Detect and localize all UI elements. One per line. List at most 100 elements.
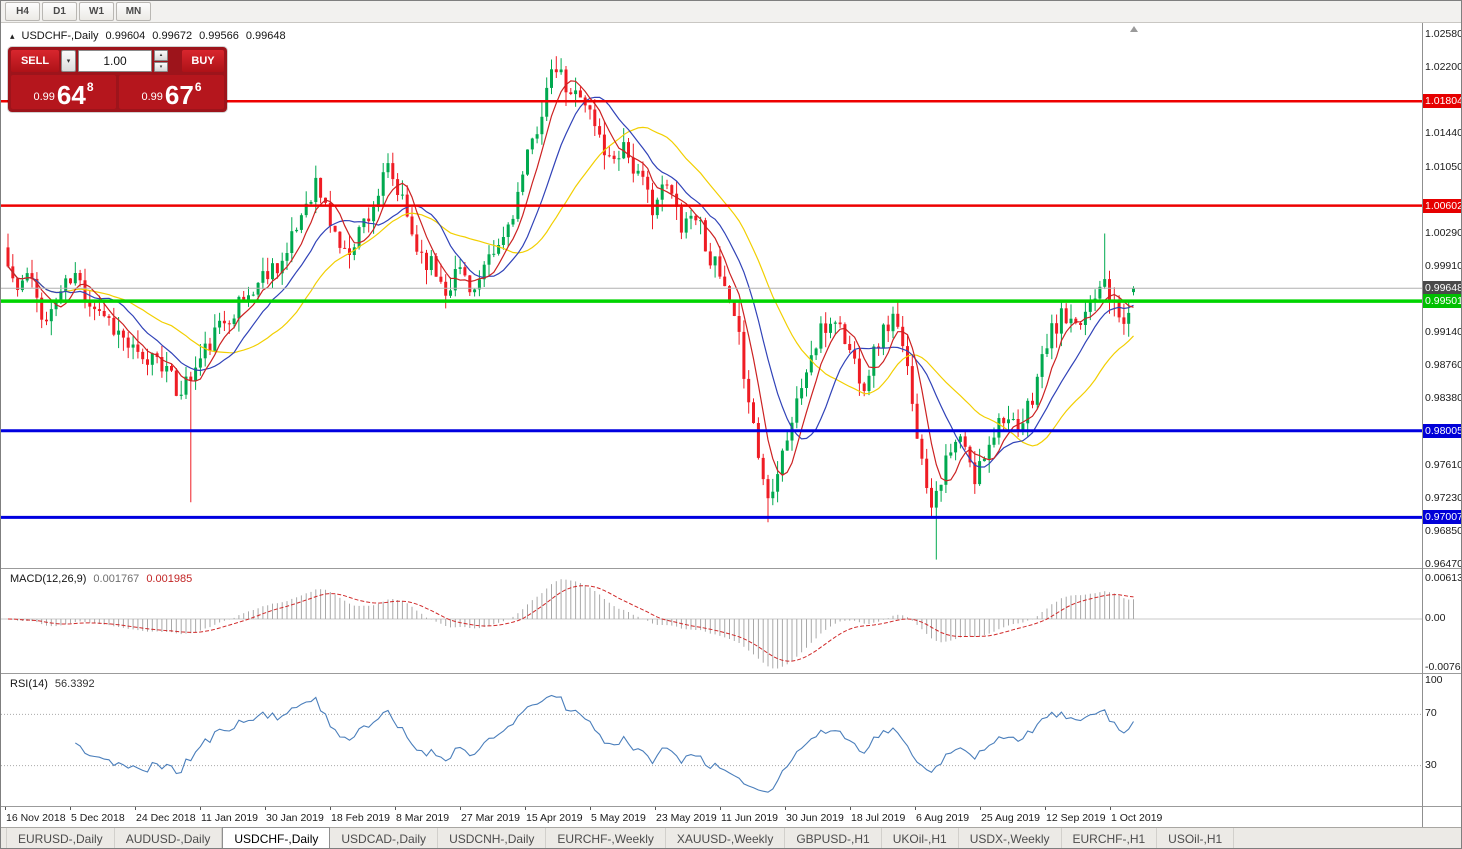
- time-axis-label: 27 Mar 2019: [461, 812, 520, 824]
- time-axis-label: 15 Apr 2019: [526, 812, 583, 824]
- sell-price-button[interactable]: 0.99 64 8: [11, 75, 116, 109]
- price-axis-marker: 0.99501: [1423, 294, 1462, 309]
- macd-value: 0.001767: [93, 573, 140, 585]
- price-axis-tick: 0.96470: [1425, 557, 1462, 570]
- chart-header: ▴ USDCHF-,Daily 0.99604 0.99672 0.99566 …: [10, 30, 286, 42]
- chart-title: USDCHF-,Daily: [21, 30, 99, 42]
- one-click-panel-toggle-icon[interactable]: ▴: [10, 30, 15, 41]
- price-axis-tick: 1.01050: [1425, 160, 1462, 173]
- rsi-axis-label: 30: [1425, 758, 1437, 771]
- chart-shift-marker: [1130, 26, 1138, 32]
- macd-signal-line: [7, 585, 1134, 662]
- timeframe-button-d1[interactable]: D1: [42, 2, 77, 21]
- time-axis-tick: [265, 807, 266, 810]
- time-axis-tick: [850, 807, 851, 810]
- chart-tab-usoil-h1[interactable]: USOil-,H1: [1157, 828, 1235, 848]
- ma-fast-line: [7, 80, 1134, 482]
- macd-axis-label: 0.00: [1425, 612, 1446, 624]
- price-axis-tick: 0.98760: [1425, 359, 1462, 372]
- time-axis-tick: [785, 807, 786, 810]
- time-axis-tick: [5, 807, 6, 810]
- ask-fraction: 6: [194, 80, 202, 94]
- chart-tab-usdchf-daily[interactable]: USDCHF-,Daily: [222, 827, 331, 848]
- ohlc-close: 0.99648: [245, 30, 286, 42]
- rsi-panel: RSI(14) 56.3392: [1, 673, 1461, 806]
- price-axis-border: [1422, 23, 1423, 827]
- chart-tab-usdx-weekly[interactable]: USDX-,Weekly: [959, 828, 1062, 848]
- price-axis-tick: 0.97230: [1425, 492, 1462, 504]
- time-axis-tick: [525, 807, 526, 810]
- chart-tab-xauusd-weekly[interactable]: XAUUSD-,Weekly: [666, 828, 786, 848]
- rsi-header: RSI(14) 56.3392: [10, 678, 95, 690]
- price-axis-tick: 0.97610: [1425, 459, 1462, 472]
- timeframe-button-h4[interactable]: H4: [5, 2, 40, 21]
- ohlc-low: 0.99566: [199, 30, 239, 42]
- rsi-value: 56.3392: [54, 678, 95, 690]
- main-chart[interactable]: [1, 23, 1422, 568]
- buy-price-button[interactable]: 0.99 67 6: [119, 75, 224, 109]
- chart-tab-audusd-daily[interactable]: AUDUSD-,Daily: [115, 828, 223, 848]
- chart-tab-eurchf-weekly[interactable]: EURCHF-,Weekly: [546, 828, 666, 848]
- time-axis: 16 Nov 2018 5 Dec 2018 24 Dec 2018 11 Jan 2…: [1, 806, 1461, 827]
- volume-dropdown-button[interactable]: ▾: [61, 50, 76, 72]
- price-axis-tick: 1.01440: [1425, 126, 1462, 139]
- timeframe-button-mn[interactable]: MN: [116, 2, 151, 21]
- time-axis-tick: [980, 807, 981, 810]
- time-axis-label: 11 Jun 2019: [721, 812, 779, 824]
- chart-tabbar: EURUSD-,Daily AUDUSD-,Daily USDCHF-,Daily U…: [1, 827, 1461, 848]
- timeframe-button-w1[interactable]: W1: [79, 2, 114, 21]
- volume-down-button[interactable]: ▾: [154, 61, 168, 72]
- price-axis-tick: 0.99140: [1425, 326, 1462, 339]
- volume-up-button[interactable]: ▴: [154, 50, 168, 61]
- time-axis-tick: [1110, 807, 1111, 810]
- chart-tab-usdcad-daily[interactable]: USDCAD-,Daily: [330, 828, 439, 848]
- time-axis-label: 16 Nov 2018: [6, 812, 66, 824]
- price-axis-tick: 0.96850: [1425, 524, 1462, 537]
- time-axis-tick: [135, 807, 136, 810]
- time-axis-label: 24 Dec 2018: [136, 812, 196, 824]
- buy-button[interactable]: BUY: [182, 50, 224, 72]
- price-axis-marker: 1.00602: [1423, 198, 1462, 213]
- chart-tab-eurusd-daily[interactable]: EURUSD-,Daily: [6, 828, 115, 848]
- chart-tab-usdcnh-daily[interactable]: USDCNH-,Daily: [438, 828, 547, 848]
- macd-panel: MACD(12,26,9) 0.001767 0.001985: [1, 568, 1461, 673]
- macd-signal-value: 0.001985: [146, 573, 193, 585]
- sell-button[interactable]: SELL: [11, 50, 59, 72]
- time-axis-label: 11 Jan 2019: [201, 812, 259, 824]
- price-axis: 1.02580 1.02200 1.01440 1.01050 1.00290 0.999…: [1423, 23, 1462, 827]
- time-axis-tick: [915, 807, 916, 810]
- time-axis-tick: [1045, 807, 1046, 810]
- bid-pips: 64: [56, 80, 86, 110]
- time-axis-tick: [395, 807, 396, 810]
- time-axis-tick: [70, 807, 71, 810]
- chart-tab-ukoil-h1[interactable]: UKOil-,H1: [882, 828, 959, 848]
- rsi-axis-label: 100: [1425, 674, 1443, 686]
- price-axis-marker: 0.97007: [1423, 510, 1462, 525]
- macd-chart[interactable]: [1, 569, 1422, 673]
- chart-tab-gbpusd-h1[interactable]: GBPUSD-,H1: [785, 828, 882, 848]
- time-axis-label: 12 Sep 2019: [1046, 812, 1106, 824]
- time-axis-tick: [200, 807, 201, 810]
- volume-input[interactable]: [78, 50, 152, 72]
- price-axis-tick: 1.02200: [1425, 60, 1462, 73]
- price-axis-marker: 1.01804: [1423, 94, 1462, 109]
- price-chart-panel: ▴ USDCHF-,Daily 0.99604 0.99672 0.99566 …: [1, 23, 1461, 568]
- time-axis-label: 23 May 2019: [656, 812, 717, 824]
- price-axis-tick: 1.00290: [1425, 226, 1462, 239]
- ohlc-high: 0.99672: [152, 30, 193, 42]
- bid-prefix: 0.99: [33, 91, 55, 103]
- timeframe-toolbar: H4 D1 W1 MN: [1, 1, 1461, 23]
- rsi-axis-label: 70: [1425, 707, 1437, 720]
- ma-mid-line: [7, 96, 1134, 468]
- rsi-chart[interactable]: [1, 674, 1422, 806]
- macd-label: MACD(12,26,9): [10, 573, 87, 585]
- ma-slow-line: [7, 126, 1134, 447]
- macd-axis-label: 0.00613: [1425, 572, 1462, 585]
- rsi-label: RSI(14): [10, 678, 48, 690]
- chart-tab-eurchf-h1[interactable]: EURCHF-,H1: [1062, 828, 1158, 848]
- time-axis-label: 8 Mar 2019: [396, 812, 450, 824]
- price-axis-tick: 0.98380: [1425, 392, 1462, 405]
- time-axis-tick: [720, 807, 721, 810]
